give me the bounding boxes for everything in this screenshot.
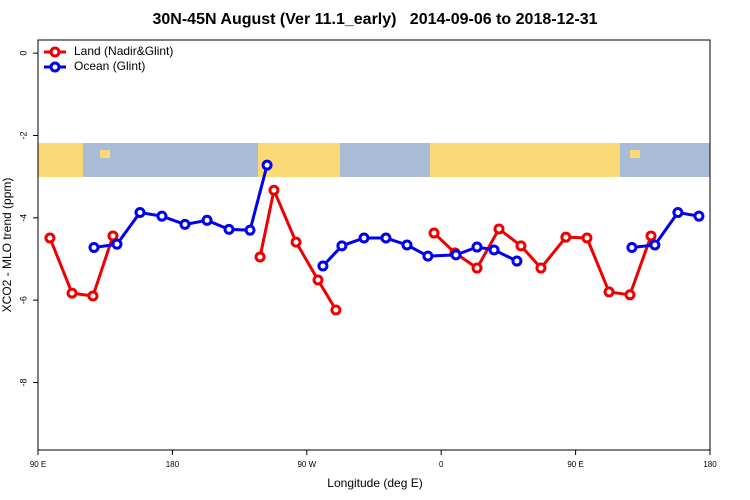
point: [223, 223, 235, 235]
y-tick-label: 0: [18, 51, 28, 56]
point: [581, 232, 593, 244]
chart-title: 30N-45N August (Ver 11.1_early) 2014-09-…: [153, 11, 598, 28]
point: [493, 223, 505, 235]
x-tick-label: 90 E: [30, 460, 46, 469]
point: [111, 238, 123, 250]
point: [603, 286, 615, 298]
point: [330, 304, 342, 316]
point: [261, 159, 273, 171]
map-strip: [38, 143, 710, 177]
legend-label: Ocean (Glint): [74, 59, 145, 73]
point: [649, 239, 661, 251]
point: [560, 231, 572, 243]
point: [317, 260, 329, 272]
point: [515, 240, 527, 252]
point: [645, 230, 657, 242]
point: [422, 250, 434, 262]
point: [693, 210, 705, 222]
y-tick-label: -8: [18, 378, 28, 386]
point: [488, 244, 500, 256]
y-axis-label: XCO2 - MLO trend (ppm): [0, 178, 14, 313]
point: [156, 210, 168, 222]
point: [535, 262, 547, 274]
point: [179, 218, 191, 230]
point: [401, 239, 413, 251]
point: [471, 262, 483, 274]
x-tick-label: 90 W: [297, 460, 316, 469]
point: [268, 184, 280, 196]
point: [134, 206, 146, 218]
point: [87, 290, 99, 302]
point: [336, 240, 348, 252]
point: [312, 274, 324, 286]
series-line: [93, 164, 700, 268]
point: [471, 241, 483, 253]
x-tick-label: 90 E: [567, 460, 583, 469]
point: [358, 232, 370, 244]
point: [450, 249, 462, 261]
point: [672, 206, 684, 218]
y-tick-label: -4: [18, 214, 28, 222]
point: [107, 230, 119, 242]
x-tick-label: 180: [166, 460, 180, 469]
point: [88, 241, 100, 253]
legend-marker: [49, 46, 61, 58]
x-tick-label: 0: [439, 460, 444, 469]
legend-marker: [49, 61, 61, 73]
x-axis-label: Longitude (deg E): [327, 476, 422, 490]
point: [380, 232, 392, 244]
x-tick-label: 180: [703, 460, 717, 469]
point: [244, 224, 256, 236]
y-tick-label: -2: [18, 131, 28, 139]
point: [290, 236, 302, 248]
plot-frame: [37, 39, 711, 451]
point: [428, 227, 440, 239]
point: [44, 232, 56, 244]
point: [66, 287, 78, 299]
legend-label: Land (Nadir&Glint): [74, 44, 173, 58]
point: [624, 289, 636, 301]
point: [254, 251, 266, 263]
point: [511, 255, 523, 267]
y-tick-label: -6: [18, 296, 28, 304]
point: [626, 241, 638, 253]
point: [201, 214, 213, 226]
